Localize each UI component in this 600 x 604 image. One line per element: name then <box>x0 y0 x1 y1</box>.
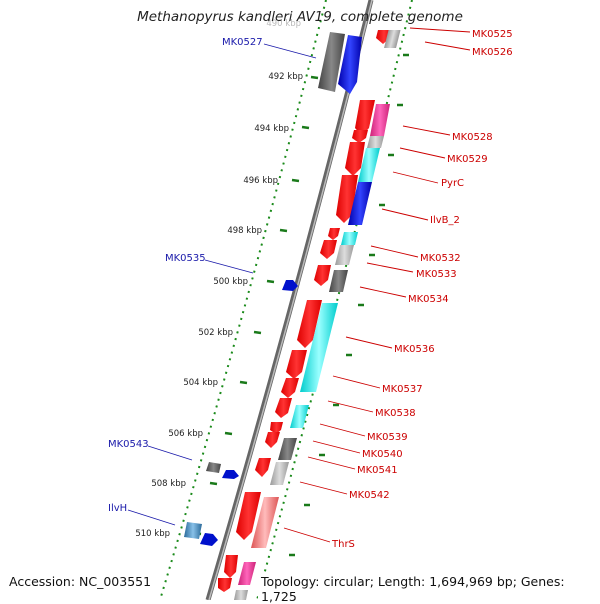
gene-label: MK0541 <box>357 465 398 476</box>
cds-block <box>270 462 289 485</box>
left-gene-labels: MK0527 MK0535 MK0543 IlvH <box>108 37 317 526</box>
outer-tick-marks <box>289 53 409 557</box>
cds-arrow <box>218 578 232 592</box>
cds-arrow <box>352 130 368 143</box>
colored-cds-blocks <box>234 30 401 600</box>
tick-label: 490 kbp <box>266 19 301 29</box>
cds-block <box>278 438 297 460</box>
tick-label: 508 kbp <box>151 479 186 489</box>
cds-block <box>318 32 345 92</box>
gene-label: MK0529 <box>447 154 488 165</box>
gene-label: MK0539 <box>367 432 408 443</box>
cds-block <box>222 470 239 479</box>
gene-label: MK0534 <box>408 294 449 305</box>
gene-label: ThrS <box>331 539 355 550</box>
cds-arrow <box>320 240 337 259</box>
cds-block <box>341 232 358 245</box>
cds-block <box>234 590 248 600</box>
cds-arrow <box>275 398 292 418</box>
tick-label: 506 kbp <box>168 429 203 439</box>
tick-labels: 490 kbp 492 kbp 494 kbp 496 kbp 498 kbp … <box>135 19 303 539</box>
cds-block <box>335 245 354 265</box>
gene-label: PyrC <box>441 178 464 189</box>
tick-label: 504 kbp <box>183 378 218 388</box>
cds-block <box>238 562 256 585</box>
tick-label: 496 kbp <box>243 176 278 186</box>
cds-block <box>290 405 309 428</box>
cds-arrow <box>286 350 307 379</box>
gene-label: MK0526 <box>472 47 513 58</box>
gene-label: MK0528 <box>452 132 493 143</box>
cds-arrow <box>355 100 375 136</box>
tick-label: 510 kbp <box>135 529 170 539</box>
gene-label: IlvB_2 <box>430 215 460 226</box>
gene-label: MK0525 <box>472 29 513 40</box>
right-gene-labels: MK0525 MK0526 MK0528 MK0529 PyrC IlvB_2 … <box>283 27 513 550</box>
cds-arrow <box>345 142 365 176</box>
cds-block <box>367 136 384 148</box>
gene-label: MK0538 <box>375 408 416 419</box>
gene-label: MK0532 <box>420 253 461 264</box>
cds-block <box>338 35 362 94</box>
forward-cds-track <box>218 30 392 592</box>
cds-block <box>184 522 202 539</box>
tick-label: 494 kbp <box>254 124 289 134</box>
accession-info: Accession: NC_003551 <box>9 574 155 589</box>
outer-dotted-circle <box>256 0 413 600</box>
gene-label: MK0543 <box>108 439 149 450</box>
gene-label: MK0542 <box>349 490 390 501</box>
gene-label: MK0527 <box>222 37 263 48</box>
cds-arrow <box>281 378 299 398</box>
tick-label: 498 kbp <box>227 226 262 236</box>
cds-arrow <box>270 422 283 434</box>
cds-block <box>282 280 298 291</box>
gene-label: MK0533 <box>416 269 457 280</box>
genome-summary: Topology: circular; Length: 1,694,969 bp… <box>258 574 600 604</box>
cds-arrow <box>297 300 322 348</box>
inner-cds-blocks <box>184 32 362 546</box>
gene-label: IlvH <box>108 503 127 514</box>
cds-arrow <box>224 555 238 578</box>
cds-block <box>370 104 390 136</box>
cds-arrow <box>255 458 271 477</box>
cds-block <box>358 148 380 182</box>
cds-arrow <box>236 492 261 540</box>
tick-label: 492 kbp <box>268 72 303 82</box>
cds-arrow <box>265 432 280 448</box>
cds-arrow <box>314 265 331 286</box>
cds-block <box>329 270 348 292</box>
map-title: Methanopyrus kandleri AV19, complete gen… <box>137 9 463 25</box>
gene-label: MK0540 <box>362 449 403 460</box>
cds-block <box>300 303 338 392</box>
cds-block <box>206 462 221 473</box>
cds-block <box>251 497 279 548</box>
gene-label: MK0537 <box>382 384 423 395</box>
gene-label: MK0535 <box>165 253 206 264</box>
cds-block <box>348 182 372 225</box>
tick-label: 500 kbp <box>213 277 248 287</box>
cds-arrow <box>328 228 340 240</box>
gene-label: MK0536 <box>394 344 435 355</box>
cds-block <box>200 533 218 546</box>
cds-block <box>384 30 401 48</box>
tick-label: 502 kbp <box>198 328 233 338</box>
